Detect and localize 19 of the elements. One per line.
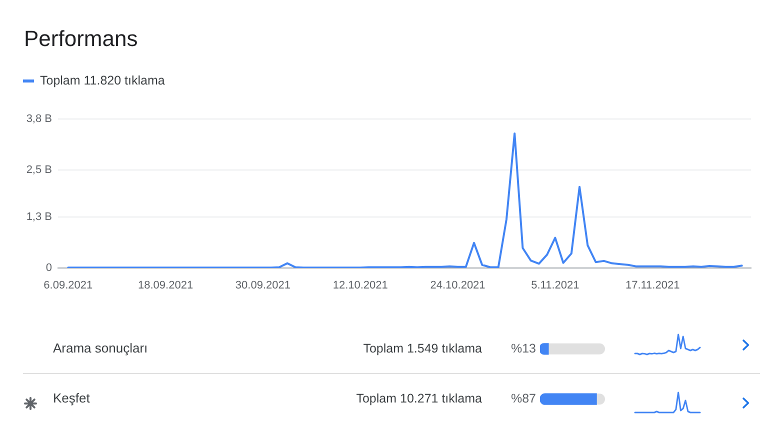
x-tick-label: 18.09.2021 xyxy=(138,280,194,292)
text: Toplam 1.549 tıklama xyxy=(363,341,482,356)
y-tick-label: 1,3 B xyxy=(26,211,52,224)
x-tick-label: 24.10.2021 xyxy=(430,280,486,292)
y-tick-label: 0 xyxy=(46,262,52,274)
legend-label: Toplam 11.820 tıklama xyxy=(40,73,165,88)
x-tick-label: 12.10.2021 xyxy=(332,280,388,292)
x-tick-label: 5.11.2021 xyxy=(531,280,580,292)
text: Toplam 10.271 tıklama xyxy=(356,392,482,406)
x-tick-label: 17.11.2021 xyxy=(625,280,680,292)
y-tick-label: 2,5 B xyxy=(26,164,52,176)
y-tick-label: Keşfet xyxy=(53,390,90,406)
data-label: %13 xyxy=(510,341,536,356)
x-tick-label: 30.09.2021 xyxy=(235,280,290,292)
y-tick-label: Arama sonuçları xyxy=(53,340,148,356)
x-tick-label: 6.09.2021 xyxy=(44,280,93,292)
data-label: %87 xyxy=(510,392,536,406)
chart-title: Performans xyxy=(24,26,138,51)
y-tick-label: 3,8 B xyxy=(26,113,52,126)
